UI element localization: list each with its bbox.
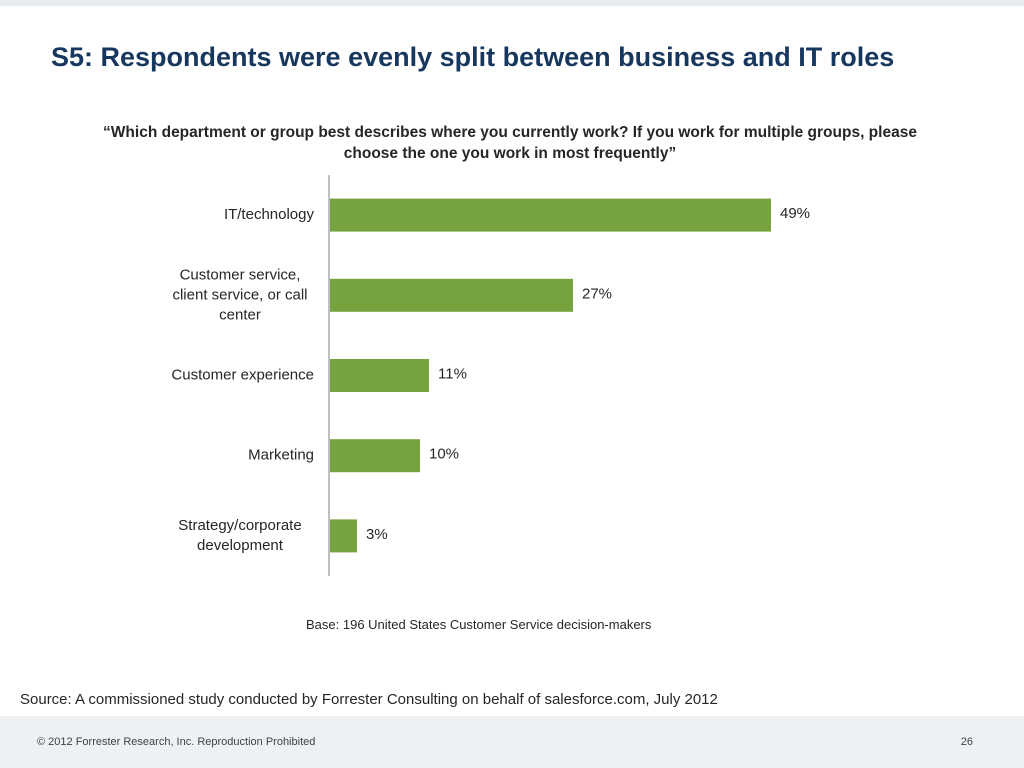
- category-label: Marketing: [248, 447, 314, 464]
- bar: [330, 198, 771, 232]
- category-label: Strategy/corporate development: [178, 517, 301, 554]
- top-bar: [0, 0, 1024, 6]
- survey-question: “Which department or group best describe…: [103, 124, 917, 162]
- bars-layer: [330, 198, 771, 553]
- category-label: IT/technology: [224, 206, 315, 223]
- category-label: Customer service, client service, or call…: [172, 266, 307, 323]
- labels-layer: 49% IT/technology 27% Customer service, clie…: [171, 205, 810, 554]
- base-note: Base: 196 United States Customer Service…: [306, 617, 652, 632]
- footer-bar: [0, 716, 1024, 768]
- bar: [330, 359, 429, 392]
- copyright-text: © 2012 Forrester Research, Inc. Reproduc…: [37, 736, 316, 748]
- source-note: Source: A commissioned study conducted b…: [20, 691, 718, 708]
- bar-value-label: 49%: [780, 205, 810, 222]
- bar: [330, 439, 420, 473]
- bar-value-label: 11%: [438, 365, 467, 382]
- slide-title: S5: Respondents were evenly split betwee…: [51, 42, 895, 72]
- bar-chart: 49% IT/technology 27% Customer service, clie…: [171, 175, 810, 576]
- bar: [330, 519, 357, 553]
- bar-value-label: 27%: [582, 285, 612, 302]
- bar-value-label: 3%: [366, 526, 388, 543]
- page-number: 26: [960, 736, 973, 748]
- bar-value-label: 10%: [429, 446, 459, 463]
- category-label: Customer experience: [171, 366, 314, 383]
- bar: [330, 278, 573, 312]
